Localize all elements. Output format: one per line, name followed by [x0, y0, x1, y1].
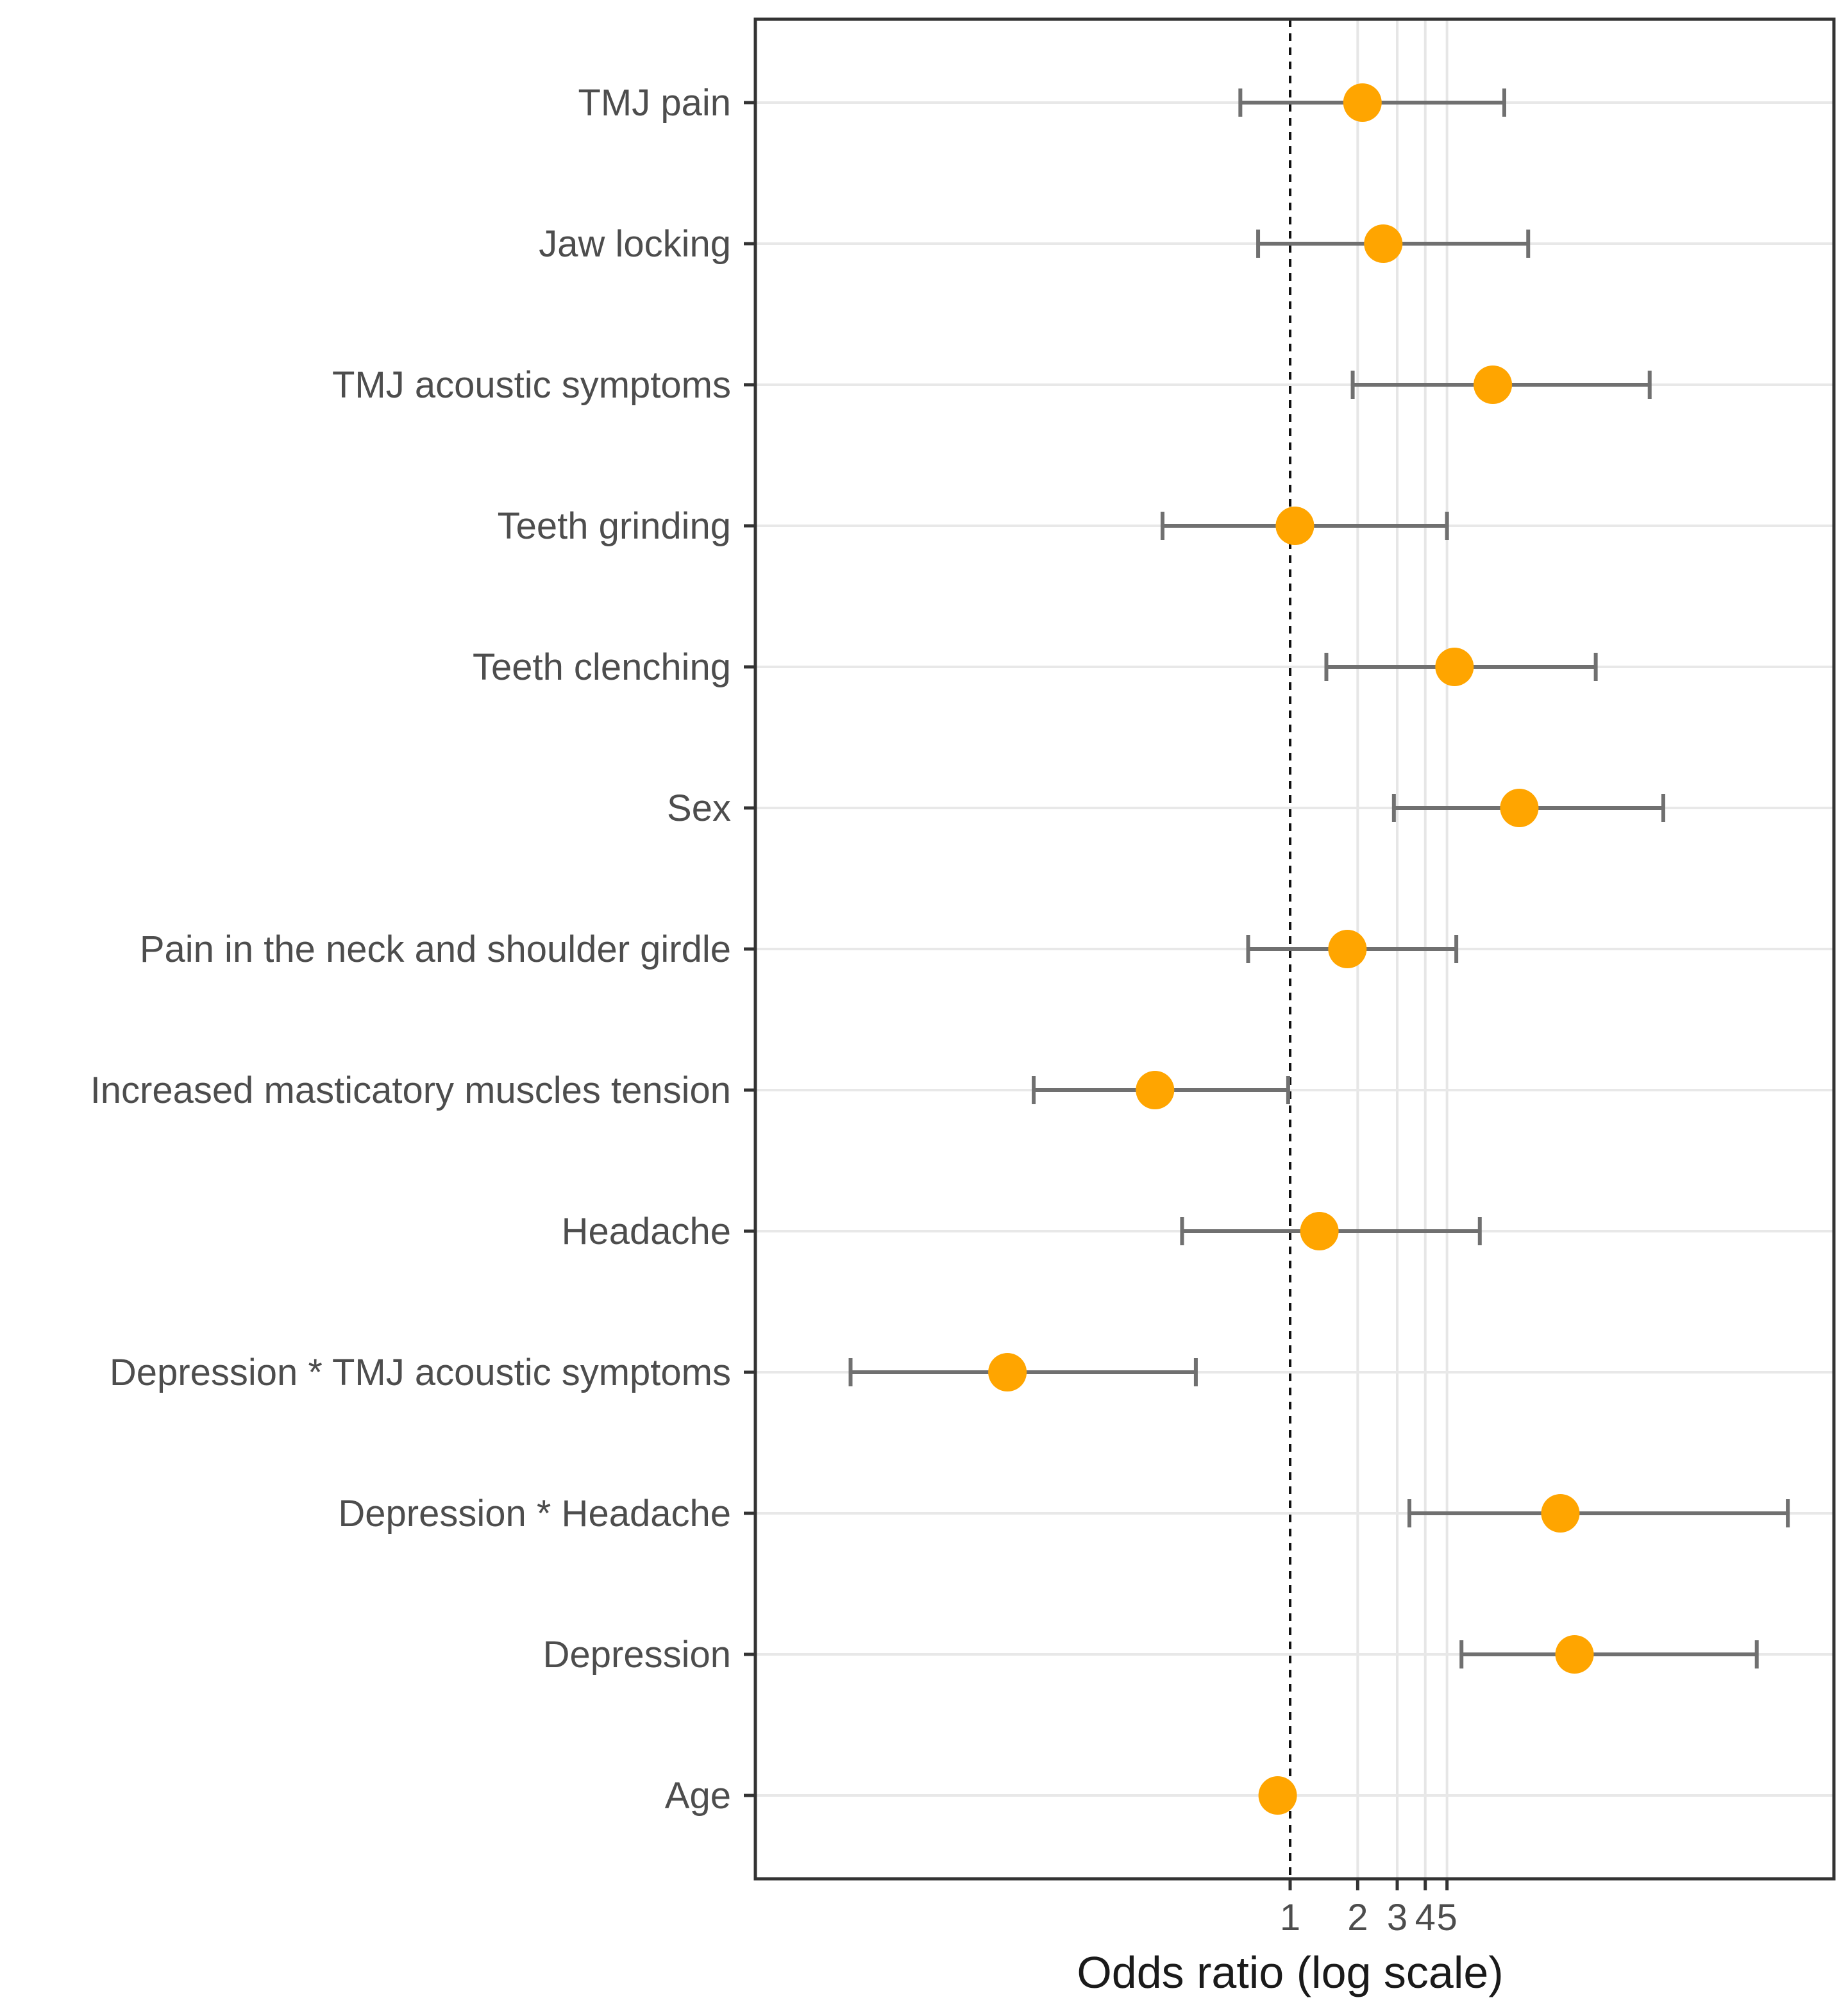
y-label: Depression * TMJ acoustic symptoms [110, 1352, 731, 1393]
y-label: Teeth grinding [498, 505, 731, 547]
odds-ratio-point [1136, 1071, 1175, 1109]
y-axis-labels: TMJ pain Jaw locking TMJ acoustic symptoms… [90, 82, 755, 1817]
y-label: TMJ pain [578, 82, 731, 124]
odds-ratio-point [1328, 930, 1367, 968]
y-label: Depression [543, 1634, 731, 1676]
y-label: Increased masticatory muscles tension [90, 1070, 731, 1111]
y-label: TMJ acoustic symptoms [332, 364, 731, 406]
odds-ratio-point [1500, 789, 1539, 827]
x-tick-label: 2 [1347, 1897, 1368, 1938]
odds-ratio-point [1555, 1635, 1594, 1674]
y-label: Headache [562, 1211, 731, 1252]
x-axis-title: Odds ratio (log scale) [1077, 1947, 1503, 1997]
x-tick-label: 4 [1415, 1897, 1436, 1938]
odds-ratio-point [1275, 507, 1315, 545]
odds-ratio-point [1435, 648, 1474, 686]
odds-ratio-point [1343, 83, 1382, 122]
odds-ratio-point [988, 1353, 1027, 1391]
y-label: Teeth clenching [473, 646, 731, 688]
odds-ratio-point [1541, 1494, 1580, 1533]
odds-ratio-point [1258, 1776, 1297, 1815]
x-tick-label: 3 [1387, 1897, 1407, 1938]
x-tick-label: 5 [1437, 1897, 1457, 1938]
odds-ratio-point [1474, 366, 1513, 404]
y-label: Age [665, 1775, 731, 1817]
odds-ratio-point [1364, 224, 1403, 263]
x-tick-label: 1 [1280, 1897, 1300, 1938]
y-label: Jaw locking [539, 223, 731, 265]
point-layer [988, 83, 1594, 1815]
y-label: Sex [667, 787, 731, 829]
odds-ratio-point [1300, 1212, 1339, 1250]
y-label: Pain in the neck and shoulder girdle [140, 929, 731, 970]
y-label: Depression * Headache [338, 1493, 731, 1534]
